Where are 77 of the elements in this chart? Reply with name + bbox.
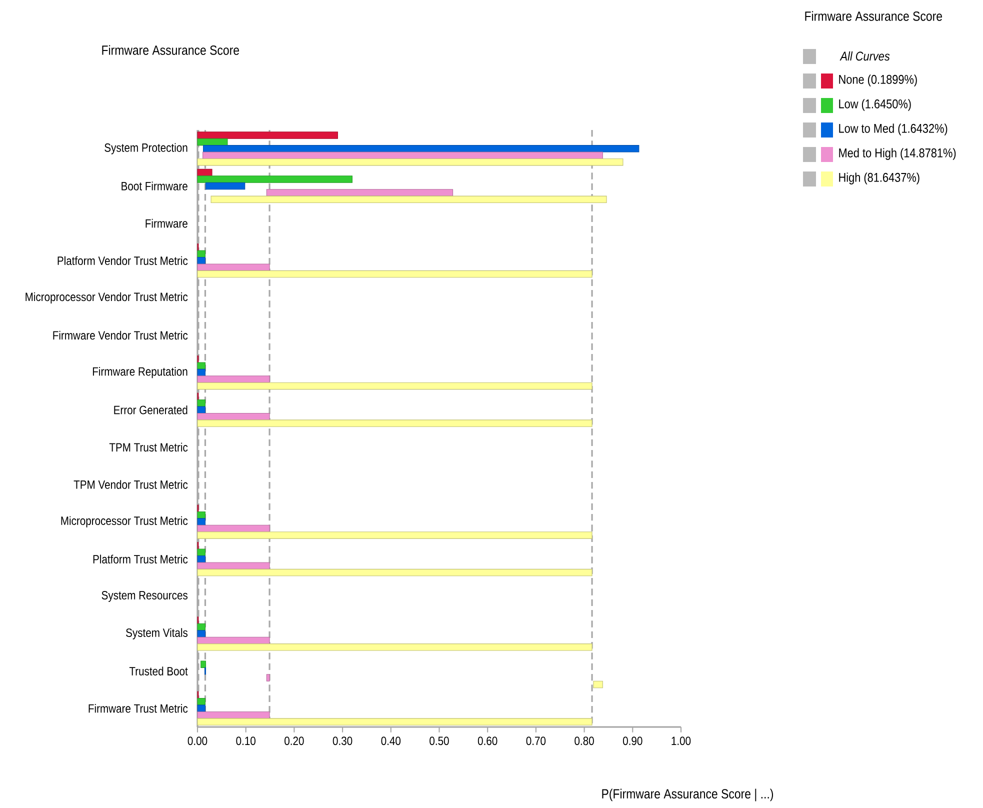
x-tick-label: 0.00 — [188, 736, 208, 746]
bar — [197, 168, 212, 176]
y-tick-label: Firmware Trust Metric — [88, 704, 188, 713]
y-tick-label: Firmware — [146, 218, 188, 228]
bar — [197, 562, 270, 570]
bar — [197, 420, 592, 427]
x-tick-label: 0.60 — [478, 736, 498, 746]
x-axis-title: P(Firmware Assurance Score | ...) — [602, 788, 774, 802]
x-tick-label: 0.10 — [236, 736, 256, 746]
y-tick-label: Trusted Boot — [129, 666, 188, 676]
bar — [197, 718, 592, 726]
y-tick-label: Error Generated — [114, 405, 188, 414]
bar — [197, 158, 624, 166]
legend-label: Low to Med (1.6432%) — [839, 124, 948, 136]
bar — [197, 382, 592, 390]
bar — [197, 176, 352, 183]
x-tick-label: 0.30 — [332, 736, 352, 746]
bar — [197, 362, 206, 370]
bar — [197, 568, 592, 576]
bar — [197, 623, 206, 631]
bar — [197, 644, 592, 651]
bar — [197, 636, 270, 644]
bar — [197, 256, 206, 264]
legend-label: Low (1.6450%) — [839, 99, 911, 111]
x-tick-label: 0.40 — [381, 736, 401, 746]
text: All Curves — [840, 51, 890, 61]
bar — [197, 264, 270, 271]
x-tick-label: 0.80 — [574, 736, 594, 746]
bar — [266, 189, 454, 196]
y-tick-label: Microprocessor Vendor Trust Metric — [26, 292, 188, 304]
bar — [205, 182, 246, 190]
y-tick-label: Platform Trust Metric — [93, 554, 188, 564]
legend-label: None (0.1899%) — [839, 74, 917, 86]
y-tick-label: System Vitals — [126, 628, 188, 640]
bar — [593, 680, 603, 688]
chart-title: Firmware Assurance Score — [102, 45, 239, 55]
bar — [197, 511, 206, 519]
bar — [197, 412, 270, 420]
legend-label: Med to High (14.8781%) — [839, 148, 956, 160]
y-tick-label: Firmware Reputation — [92, 366, 188, 378]
bar — [266, 674, 270, 682]
bar — [197, 548, 206, 556]
x-tick-label: 0.70 — [526, 736, 546, 746]
y-tick-label: Microprocessor Trust Metric — [61, 516, 188, 528]
y-tick-label: Firmware Vendor Trust Metric — [53, 330, 188, 340]
y-tick-label: Boot Firmware — [122, 182, 188, 190]
y-tick-label: System Resources — [102, 590, 188, 602]
y-tick-label: TPM Vendor Trust Metric — [74, 480, 188, 489]
bar — [197, 630, 206, 638]
bar — [197, 711, 270, 719]
bar — [197, 406, 206, 414]
bar — [197, 518, 206, 526]
bar — [200, 660, 206, 668]
bar — [197, 698, 206, 706]
bar — [197, 704, 206, 712]
bar — [197, 138, 228, 146]
bar — [197, 368, 206, 376]
y-tick-label: TPM Trust Metric — [109, 442, 188, 452]
bar — [197, 524, 270, 532]
x-tick-label: 1.00 — [672, 736, 691, 746]
y-tick-label: Platform Vendor Trust Metric — [58, 256, 188, 266]
bar — [197, 400, 206, 407]
bar — [197, 555, 206, 563]
x-tick-label: 0.50 — [430, 736, 449, 746]
bar — [197, 250, 206, 258]
bar — [197, 270, 592, 278]
bar — [203, 145, 640, 152]
bar — [202, 152, 603, 160]
y-tick-label: System Protection — [104, 143, 188, 154]
bar — [210, 196, 607, 204]
bar — [197, 376, 270, 383]
x-tick-label: 0.20 — [284, 736, 304, 746]
bar — [197, 532, 592, 539]
legend-title: Firmware Assurance Score — [805, 11, 942, 21]
x-tick-label: 0.90 — [622, 736, 642, 746]
legend-label: High (81.6437%) — [839, 172, 920, 184]
bar — [197, 132, 338, 139]
